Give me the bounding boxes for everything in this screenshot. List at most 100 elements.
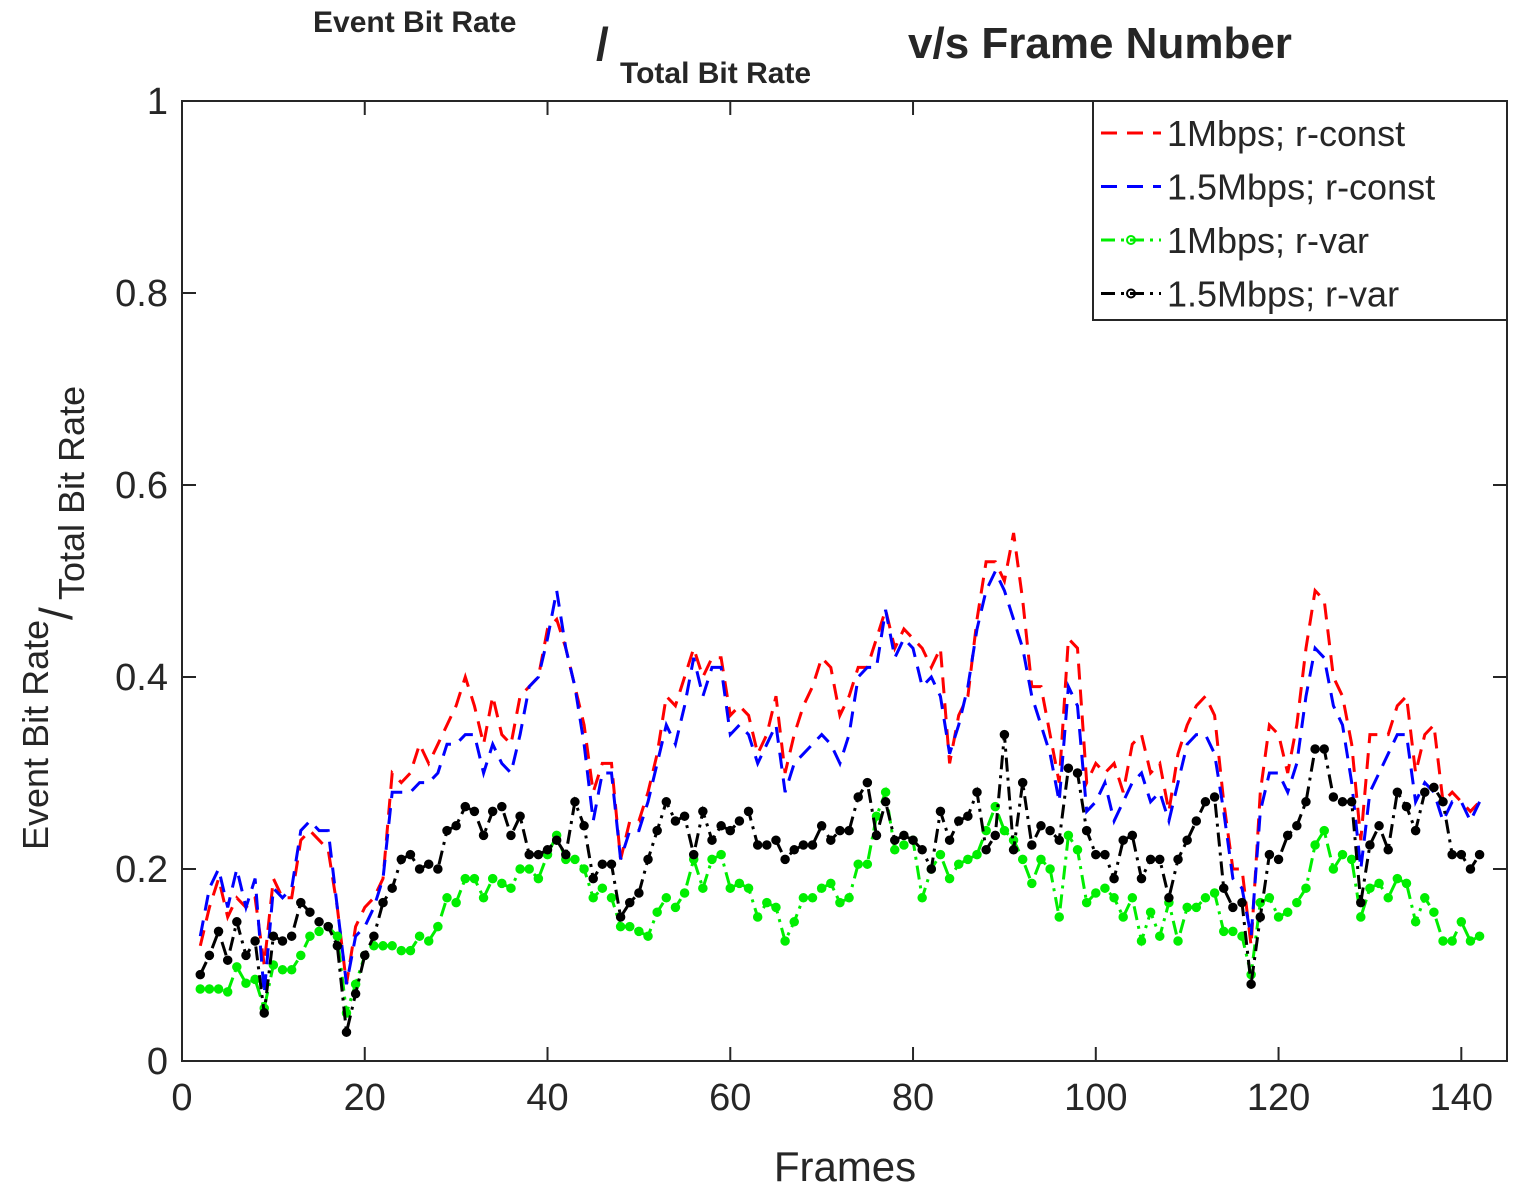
series-marker [963, 811, 973, 821]
series-marker [1054, 912, 1064, 922]
series-marker [332, 931, 343, 941]
series-marker [423, 859, 434, 869]
series-marker [643, 854, 653, 865]
series-marker [1429, 907, 1439, 917]
series-marker [1182, 835, 1192, 845]
series-marker [661, 893, 672, 903]
series-marker [1456, 849, 1467, 860]
series-marker [414, 931, 425, 941]
series-marker [204, 984, 215, 994]
series-marker [1282, 830, 1293, 841]
series-marker [853, 792, 863, 802]
series-marker [1173, 854, 1183, 865]
x-tick-label: 20 [344, 1077, 386, 1119]
series-marker [487, 873, 498, 884]
y-label-denominator: Total Bit Rate [51, 386, 92, 600]
series-marker [1054, 835, 1064, 845]
series-marker [862, 777, 873, 788]
series-marker [780, 854, 790, 865]
series-marker [944, 873, 955, 884]
series-marker [606, 859, 617, 869]
series-marker [268, 931, 279, 941]
series-marker [1045, 864, 1055, 874]
series-marker [1136, 873, 1147, 884]
y-tick-label: 0 [147, 1041, 168, 1083]
series-marker [478, 893, 489, 903]
series-marker [880, 787, 891, 797]
series-marker [469, 873, 480, 884]
x-tick-label: 100 [1064, 1077, 1127, 1119]
series-marker [451, 897, 461, 908]
series-marker [533, 849, 544, 860]
series-marker [286, 965, 297, 975]
series-marker [652, 907, 662, 917]
series-marker [844, 893, 854, 903]
series-marker [204, 950, 215, 961]
series-marker [1319, 825, 1329, 836]
series-marker [908, 835, 918, 845]
series-marker [807, 893, 818, 903]
series-marker [469, 806, 480, 817]
series-marker [1127, 830, 1138, 841]
series-marker [277, 936, 288, 946]
series-marker [1474, 931, 1485, 941]
series-marker [1337, 797, 1348, 807]
title-rest: v/s Frame Number [908, 19, 1292, 68]
series-marker [917, 893, 927, 903]
series-marker [953, 816, 964, 826]
legend-label: 1.5Mbps; r-const [1167, 167, 1435, 208]
y-tick-label: 0.6 [115, 465, 168, 507]
y-label-separator: / [30, 607, 82, 620]
series-marker [926, 864, 937, 874]
series-marker [1264, 849, 1275, 860]
series-marker [917, 845, 927, 855]
series-marker [1228, 902, 1238, 913]
legend-label: 1Mbps; r-var [1167, 220, 1369, 261]
series-marker [716, 849, 726, 860]
series-marker [826, 878, 836, 889]
series-marker [1420, 787, 1430, 797]
x-tick-label: 140 [1430, 1077, 1493, 1119]
series-marker [981, 845, 991, 855]
series-marker [615, 921, 626, 932]
series-marker [871, 830, 882, 841]
series-marker [625, 921, 635, 932]
series-marker [679, 888, 690, 898]
series-marker [1218, 926, 1229, 937]
series-marker [369, 931, 379, 941]
series-marker [826, 835, 836, 845]
series-marker [1374, 878, 1384, 889]
series-marker [506, 883, 516, 893]
series-marker [643, 931, 653, 941]
x-tick-label: 40 [526, 1077, 568, 1119]
series-marker [1346, 854, 1357, 865]
series-marker [1209, 792, 1220, 802]
series-marker [232, 962, 242, 972]
y-tick-label: 0.2 [115, 849, 168, 891]
series-marker [725, 883, 736, 893]
series-marker [771, 835, 781, 845]
series-marker [890, 845, 900, 855]
series-marker [853, 859, 863, 869]
series-marker [588, 873, 598, 884]
series-marker [1282, 907, 1293, 917]
series-marker [935, 806, 946, 817]
series-marker [844, 825, 854, 836]
series-marker [314, 926, 324, 937]
series-marker [515, 811, 525, 821]
y-label-numerator: Event Bit Rate [15, 620, 56, 850]
series-marker [460, 801, 471, 812]
legend-label: 1.5Mbps; r-var [1167, 274, 1399, 315]
series-marker [1246, 979, 1256, 989]
series-marker [396, 945, 407, 956]
series-marker [652, 825, 662, 836]
series-marker [1365, 883, 1375, 893]
series-line [198, 567, 1481, 994]
series-marker [259, 1008, 269, 1018]
series-marker [771, 902, 781, 913]
series-marker [1182, 902, 1192, 913]
legend-marker [1126, 235, 1136, 245]
series-marker [1264, 893, 1275, 903]
series-marker [1328, 864, 1339, 874]
